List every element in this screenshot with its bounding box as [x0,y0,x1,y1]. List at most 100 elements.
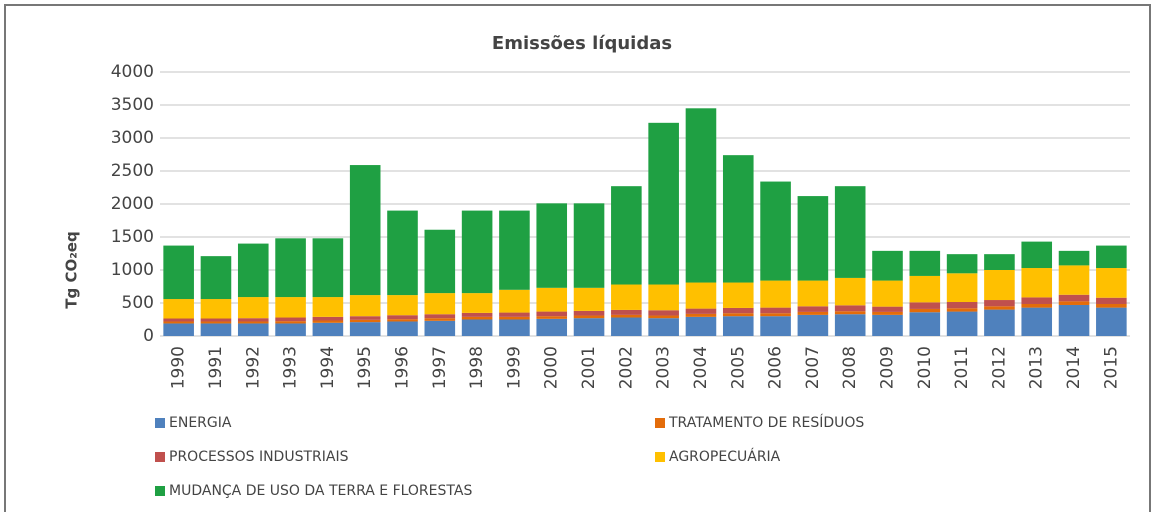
bar-segment [387,319,418,322]
bar-segment [536,311,568,317]
y-tick-label: 1000 [111,260,154,280]
y-tick-label: 4000 [111,62,154,82]
bar-segment [760,313,791,317]
bar-segment [499,319,530,336]
bar-segment [984,254,1015,270]
x-tick-label: 1992 [243,346,263,389]
bar-segment [685,313,717,317]
bar-segment [536,203,568,288]
bar-segment [200,321,232,324]
bar-segment [909,275,941,303]
bar-segment [499,316,530,320]
bar-segment [611,309,642,315]
bar-segment [722,282,754,308]
bar-segment [275,321,306,324]
bar-segment [387,315,418,320]
bar-segment [1021,297,1053,304]
bar-segment [611,186,642,285]
bar-segment [1096,268,1127,298]
chart-title: Emissões líquidas [492,33,672,54]
bar-segment [349,322,381,336]
bar-segment [797,311,829,315]
bar-segment [797,280,829,307]
bar-segment [387,321,418,336]
bar-segment [834,186,866,278]
bar-segment [611,314,642,318]
y-tick-label: 3500 [111,95,154,115]
bar-segment [461,316,493,320]
bar-segment [648,315,679,319]
bar-segment [275,297,306,318]
legend-label: MUDANÇA DE USO DA TERRA E FLORESTAS [169,483,472,499]
bar-segment [611,284,642,310]
bar-segment [648,318,679,336]
x-tick-label: 2014 [1064,346,1084,389]
bar-segment [984,300,1015,307]
bar-segment [424,314,456,319]
y-tick-label: 2000 [111,194,154,214]
bar-segment [573,310,605,316]
bar-segment [163,245,194,300]
bar-segment [237,243,269,298]
bar-segment [760,181,791,281]
x-tick-label: 2013 [1027,346,1047,389]
bar-segment [1021,241,1053,269]
bar-segment [499,289,530,313]
bar-segment [200,299,232,319]
y-axis-label: Tg CO₂eq [63,231,81,308]
x-tick-label: 1990 [169,346,189,389]
x-tick-label: 2007 [803,346,823,389]
x-tick-label: 2006 [766,346,786,389]
bar-segment [648,122,679,285]
bar-segment [722,307,754,314]
bar-segment [312,322,344,336]
bar-segment [946,311,978,336]
bar-segment [312,320,344,323]
bar-segment [536,287,568,312]
bar-segment [797,314,829,336]
bar-segment [461,210,493,294]
bar-segment [536,316,568,319]
bar-segment [163,299,194,319]
bar-segment [349,316,381,320]
x-tick-label: 2012 [989,346,1009,389]
bar-segment [424,320,456,336]
bar-segment [834,311,866,315]
bar-segment [984,309,1015,336]
legend-label: TRATAMENTO DE RESÍDUOS [668,414,864,431]
legend-swatch [155,486,165,496]
bar-segment [312,238,344,298]
bar-segment [909,308,941,313]
bar-segment [1096,297,1127,304]
y-tick-label: 2500 [111,161,154,181]
bar-segment [722,316,754,336]
bar-segment [834,277,866,306]
bar-segment [872,314,903,336]
bar-segment [200,323,232,336]
bar-segment [1096,303,1127,308]
bar-segment [573,287,605,311]
bar-segment [611,317,642,336]
bar-segment [1096,307,1127,336]
x-tick-label: 1998 [467,346,487,389]
x-tick-label: 2009 [878,346,898,389]
y-tick-label: 500 [122,293,154,313]
y-tick-label: 3000 [111,128,154,148]
bar-segment [573,315,605,319]
legend-label: AGROPECUÁRIA [669,448,781,465]
bar-segment [1058,250,1090,266]
bar-segment [946,302,978,309]
x-tick-label: 1993 [281,346,301,389]
bar-segment [275,323,306,336]
bar-segment [946,273,978,303]
bar-segment [573,203,605,288]
x-tick-label: 2003 [654,346,674,389]
bar-segment [984,306,1015,310]
x-tick-label: 2008 [840,346,860,389]
bar-segment [834,305,866,312]
x-tick-label: 1994 [318,346,338,389]
bar-segment [1096,245,1127,269]
bar-segment [312,316,344,321]
bar-segment [946,308,978,312]
bar-segment [1021,303,1053,308]
